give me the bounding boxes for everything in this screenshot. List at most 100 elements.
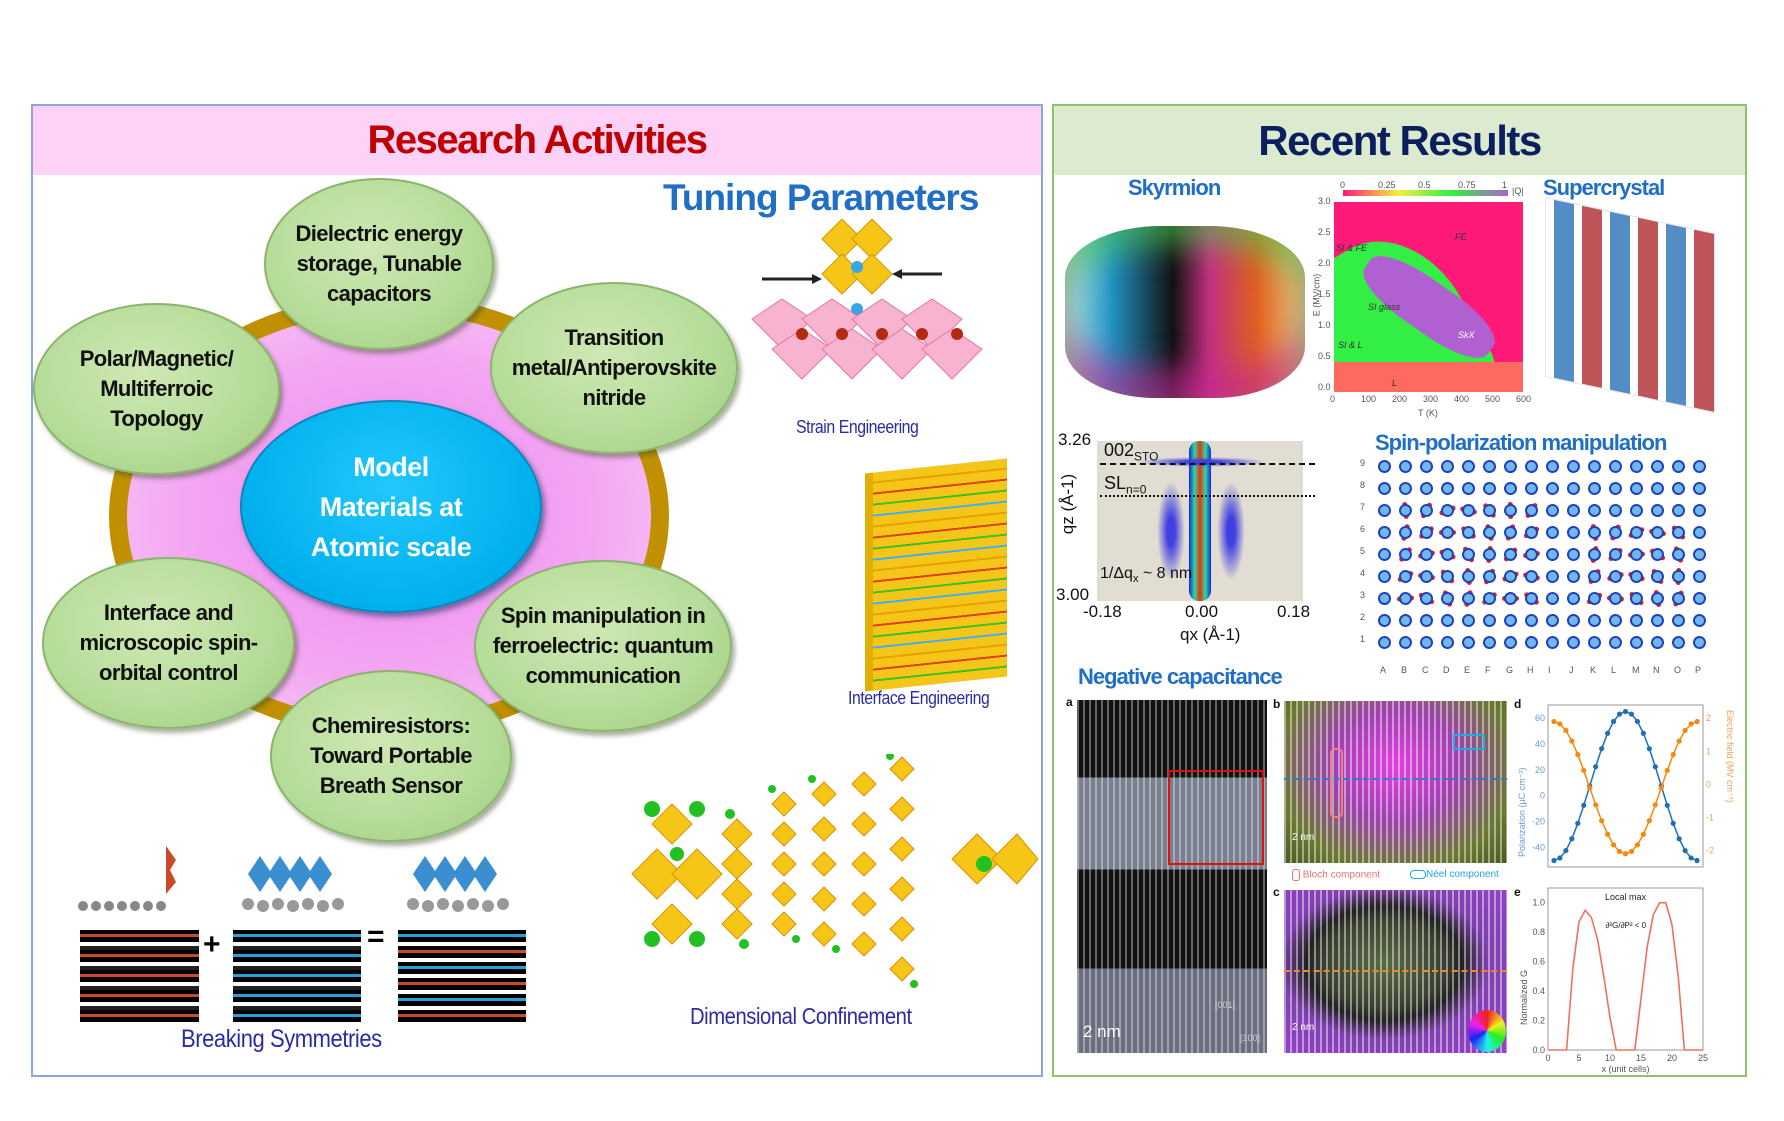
haadf-image-combined	[398, 930, 526, 1025]
peak-line-002	[1100, 463, 1315, 465]
skyrmion-image	[1065, 226, 1305, 398]
text-line: Multiferroic	[100, 376, 213, 401]
data-point	[1605, 831, 1611, 837]
y2-tick: -1	[1706, 812, 1714, 822]
supercrystal-image	[1545, 196, 1715, 414]
dir-label-100: [100]	[1240, 1033, 1261, 1043]
chart-polarization-field: 60 40 20 0 -20 -40 2 1 0 -1 -2 Polarization (μC cm⁻…	[1517, 704, 1735, 868]
profile-line-b	[1284, 778, 1507, 780]
scale-label-c: 2 nm	[1292, 1022, 1315, 1033]
topic-polar-magnetic: Polar/Magnetic/Multiferroic Topology	[33, 303, 280, 475]
tuning-parameters-title: Tuning Parameters	[663, 177, 979, 218]
x-tick: 15	[1636, 1053, 1646, 1063]
text-line: Atomic scale	[310, 531, 472, 562]
dimensional-confinement-label: Dimensional Confinement	[690, 1003, 912, 1029]
data-point	[1605, 730, 1611, 736]
plot-frame	[1547, 887, 1704, 1051]
data-point	[1628, 711, 1635, 717]
spin-row-label: 8	[1360, 480, 1366, 490]
phase-ytick: 1.0	[1318, 320, 1331, 330]
y-axis-label: Normalized G	[1519, 970, 1529, 1025]
data-point	[1670, 751, 1676, 758]
data-point	[1694, 718, 1700, 725]
text-line: communication	[525, 663, 681, 688]
topic-spin-manipulation: Spin manipulation in ferroelectric: quant…	[474, 560, 732, 732]
x-tick: 5	[1576, 1053, 1581, 1063]
spin-arrow	[1380, 462, 1389, 471]
xrd-xlabel: qx (Å-1)	[1180, 625, 1241, 644]
phase-ytick: 0.0	[1318, 382, 1331, 392]
spin-row-label: 3	[1360, 590, 1366, 600]
x-tick: 25	[1698, 1053, 1708, 1063]
haadf-image-blue	[233, 930, 361, 1025]
phase-xtick: 100	[1361, 394, 1377, 404]
panel-label-b: b	[1273, 697, 1281, 711]
phase-colorbar	[1343, 190, 1508, 196]
xrd-map	[1097, 441, 1303, 601]
y-tick: 60	[1535, 713, 1545, 723]
scale-label-b: 2 nm	[1292, 832, 1315, 843]
spin-col-label: P	[1695, 665, 1702, 675]
dir-label-001: [001]	[1215, 1000, 1236, 1010]
data-point	[1670, 820, 1676, 826]
colorbar-tick: 0.25	[1378, 180, 1396, 190]
phase-ytick: 0.5	[1318, 351, 1331, 361]
spin-arrow	[1506, 594, 1515, 603]
y-tick: 0.2	[1532, 1016, 1545, 1026]
panel-b-polarization-map	[1284, 701, 1507, 863]
phase-xtick: 300	[1423, 394, 1439, 404]
data-point	[1676, 738, 1682, 744]
data-point	[1563, 727, 1569, 734]
y-axis-label: Polarization (μC cm⁻²)	[1517, 768, 1527, 857]
spin-row-label: 2	[1360, 612, 1366, 622]
x-tick: 10	[1605, 1053, 1615, 1063]
spin-col-label: G	[1506, 665, 1514, 675]
data-point	[1587, 785, 1593, 791]
haadf-image-red	[80, 930, 199, 1025]
xrd-peak1-label: 002STO	[1104, 440, 1159, 464]
spin-col-label: I	[1548, 665, 1551, 675]
text-line: nitride	[582, 385, 646, 410]
spin-col-label: L	[1611, 665, 1617, 675]
data-point	[1628, 848, 1635, 855]
data-point	[1646, 746, 1652, 752]
plot-frame	[1547, 704, 1704, 868]
text-line: Model	[353, 451, 429, 482]
phase-xlabel: T (K)	[1418, 408, 1438, 418]
data-point	[1575, 820, 1581, 826]
bloch-box	[1330, 748, 1343, 818]
data-point	[1557, 855, 1563, 861]
breaking-symmetries-structures	[78, 846, 509, 912]
plus-sign: +	[203, 928, 221, 961]
text-line: Transition	[564, 325, 664, 350]
data-point	[1652, 802, 1658, 808]
strain-engineering-label: Strain Engineering	[796, 417, 919, 437]
data-point	[1557, 721, 1563, 727]
xrd-ylabel: qz (Å-1)	[1058, 473, 1078, 535]
text-line: Dielectric energy	[295, 221, 463, 246]
region-label: SI & L	[1338, 340, 1363, 350]
phase-ytick: 1.5	[1318, 289, 1331, 299]
data-point	[1694, 857, 1700, 864]
data-point	[1551, 718, 1557, 725]
breaking-symmetries-label: Breaking Symmetries	[181, 1025, 382, 1053]
colorbar-label: |Q|	[1512, 186, 1524, 196]
y-tick: 0.0	[1532, 1045, 1545, 1055]
y-tick: 0	[1540, 791, 1545, 801]
data-point	[1610, 842, 1617, 848]
region-label: SI & FE	[1336, 243, 1368, 253]
text-line: Interface and	[103, 600, 234, 625]
data-point	[1551, 857, 1557, 864]
data-point	[1640, 730, 1646, 736]
topic-interface: Interface and microscopic spin-orbital co…	[42, 557, 295, 729]
legend-bloch: Bloch component	[1292, 869, 1380, 881]
color-wheel-icon	[1468, 1010, 1506, 1052]
spin-row-label: 1	[1360, 634, 1366, 644]
data-point	[1610, 718, 1617, 725]
data-point	[1640, 831, 1646, 837]
peak-line-sl	[1100, 495, 1315, 497]
spin-row-label: 5	[1360, 546, 1366, 556]
recent-results-title: Recent Results	[1054, 106, 1745, 175]
y-tick: 40	[1535, 739, 1545, 749]
data-point	[1593, 802, 1599, 808]
